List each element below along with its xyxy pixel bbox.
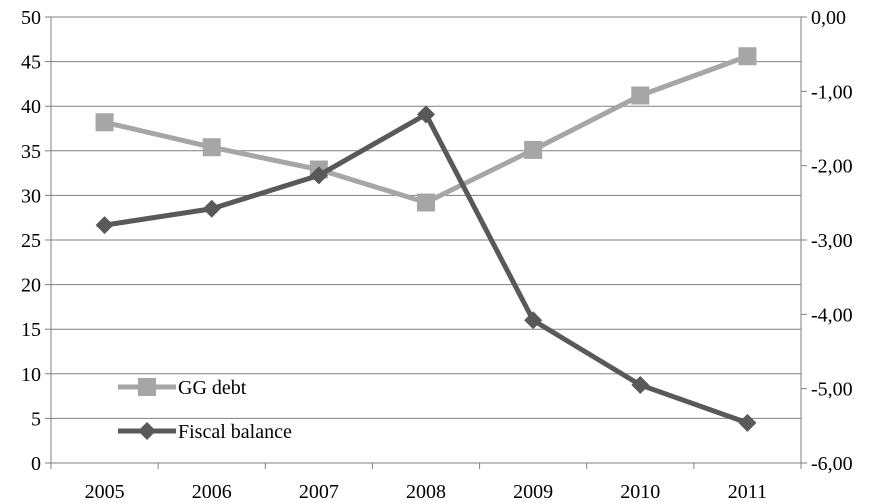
left-tick-label: 35 bbox=[21, 141, 41, 163]
data-point-fiscal-balance bbox=[95, 216, 114, 235]
data-point-fiscal-balance bbox=[417, 105, 435, 124]
x-axis-tick-labels: 2005 2006 2007 2008 2009 2010 2011 bbox=[50, 463, 802, 503]
left-tick-label: 10 bbox=[21, 364, 41, 386]
right-tick-label: -6,00 bbox=[811, 453, 853, 475]
left-tick-label: 50 bbox=[21, 7, 41, 29]
left-tick-label: 30 bbox=[21, 185, 41, 207]
left-tick-label: 40 bbox=[21, 96, 41, 118]
left-tick-label: 45 bbox=[21, 52, 41, 74]
right-tick-label: -1,00 bbox=[811, 81, 853, 103]
legend-marker-fiscal-balance bbox=[138, 422, 156, 440]
right-tick-label: 0,00 bbox=[811, 7, 846, 29]
data-point-gg-debt bbox=[524, 140, 543, 159]
left-tick-label: 20 bbox=[21, 275, 41, 297]
x-tick-label: 2011 bbox=[728, 481, 767, 503]
left-tick-label: 25 bbox=[21, 230, 41, 252]
left-tick-label: 0 bbox=[31, 453, 41, 475]
x-tick-label: 2008 bbox=[406, 481, 446, 503]
x-tick-label: 2005 bbox=[85, 481, 125, 503]
data-point-gg-debt bbox=[631, 86, 650, 105]
legend-marker-gg-debt bbox=[138, 378, 156, 396]
data-point-fiscal-balance bbox=[631, 375, 650, 394]
series-line-gg-debt bbox=[104, 53, 749, 206]
right-axis-tick-labels: -6,00 -5,00 -4,00 -3,00 -2,00 -1,00 0,00 bbox=[801, 7, 853, 475]
data-point-fiscal-balance bbox=[202, 199, 221, 218]
series-layer bbox=[95, 47, 757, 432]
left-tick-label: 5 bbox=[31, 408, 41, 430]
x-tick-label: 2007 bbox=[299, 481, 339, 503]
legend-item-fiscal-balance: Fiscal balance bbox=[118, 421, 292, 443]
data-point-gg-debt bbox=[417, 193, 435, 212]
legend: GG debt Fiscal balance bbox=[118, 377, 292, 443]
x-tick-label: 2006 bbox=[192, 481, 232, 503]
series-gg-debt bbox=[95, 47, 757, 212]
data-point-fiscal-balance bbox=[524, 311, 543, 330]
legend-label-gg-debt: GG debt bbox=[178, 377, 247, 399]
left-tick-label: 15 bbox=[21, 319, 41, 341]
left-axis-tick-labels: 0 5 10 15 20 25 30 35 40 45 50 bbox=[21, 7, 51, 475]
right-tick-label: -3,00 bbox=[811, 230, 853, 252]
data-point-fiscal-balance bbox=[738, 413, 757, 432]
data-point-fiscal-balance bbox=[309, 166, 328, 185]
legend-label-fiscal-balance: Fiscal balance bbox=[178, 421, 292, 443]
right-tick-label: -2,00 bbox=[811, 156, 853, 178]
legend-item-gg-debt: GG debt bbox=[118, 377, 247, 399]
right-tick-label: -5,00 bbox=[811, 379, 853, 401]
x-tick-label: 2010 bbox=[620, 481, 660, 503]
data-point-gg-debt bbox=[738, 47, 757, 66]
x-tick-label: 2009 bbox=[513, 481, 553, 503]
data-point-gg-debt bbox=[202, 138, 221, 157]
data-point-gg-debt bbox=[95, 113, 114, 132]
right-tick-label: -4,00 bbox=[811, 304, 853, 326]
series-fiscal-balance bbox=[95, 105, 757, 432]
